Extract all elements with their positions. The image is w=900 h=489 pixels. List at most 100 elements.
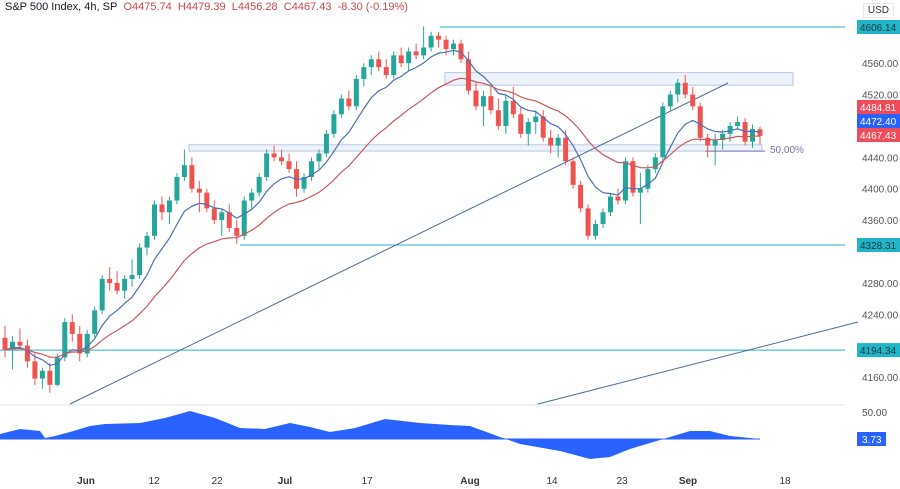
- candle: [383, 67, 389, 75]
- candle: [346, 98, 352, 107]
- candle: [436, 35, 442, 40]
- fast-ma-line: [4, 49, 761, 367]
- currency-label[interactable]: USD: [862, 3, 894, 18]
- candle: [473, 90, 479, 107]
- price-tag: [857, 20, 900, 34]
- horizontal-levels-layer: [0, 26, 845, 351]
- price-tag-label: 4606.14: [860, 23, 897, 34]
- price-tag: [857, 343, 900, 358]
- candle: [159, 204, 165, 213]
- price-tag-label: 4472.40: [860, 117, 897, 128]
- candle: [241, 200, 247, 236]
- time-tick: Jul: [278, 476, 293, 487]
- price-tag-label: 4467.43: [860, 131, 897, 142]
- candle: [630, 161, 636, 193]
- candle: [458, 43, 464, 60]
- candle: [9, 341, 15, 350]
- candle: [540, 116, 546, 138]
- low-value: L4456.28: [231, 1, 278, 13]
- candle: [525, 122, 531, 134]
- candle: [398, 55, 404, 64]
- trendlines-layer: [69, 82, 859, 405]
- candle: [495, 110, 501, 126]
- candle: [211, 208, 217, 221]
- candle: [338, 98, 344, 115]
- candle: [622, 161, 628, 201]
- candle: [667, 94, 673, 107]
- candle: [600, 212, 606, 225]
- candle: [114, 282, 120, 291]
- candle: [570, 161, 576, 185]
- price-tick: 4560.00: [862, 59, 899, 70]
- candle: [286, 161, 292, 170]
- candle: [480, 96, 486, 107]
- time-tick: 18: [779, 476, 791, 487]
- candle: [152, 204, 158, 236]
- time-tick: 22: [211, 476, 223, 487]
- trendline: [69, 82, 729, 405]
- time-tick: 17: [361, 476, 373, 487]
- time-axis: Jun 12 22 Jul 17 Aug 14 23 Sep 18: [77, 476, 791, 487]
- candle: [637, 188, 643, 193]
- candles-layer: [2, 26, 763, 393]
- price-tick: 4400.00: [862, 185, 899, 196]
- candle: [69, 322, 75, 334]
- candle: [645, 169, 651, 189]
- price-tags: 4606.14 4484.81 4472.40 4467.43 4328.31 4194.…: [857, 20, 900, 446]
- candle: [533, 116, 539, 123]
- candle: [361, 67, 367, 79]
- candle: [660, 106, 666, 158]
- candle: [62, 322, 68, 358]
- candle: [413, 51, 419, 56]
- price-tick: 4240.00: [862, 310, 899, 321]
- candle: [137, 247, 143, 276]
- moving-averages-layer: [4, 49, 761, 367]
- trendline: [537, 321, 859, 405]
- candle: [219, 212, 225, 221]
- candle: [204, 192, 210, 209]
- candle: [323, 133, 329, 154]
- change-value: -8.30 (-0.19%): [337, 1, 408, 13]
- candle: [129, 275, 135, 279]
- candle: [451, 43, 457, 50]
- candle: [518, 114, 524, 134]
- candle: [510, 100, 516, 115]
- candle: [615, 196, 621, 201]
- candle: [181, 165, 187, 177]
- candle: [271, 153, 277, 158]
- time-tick: 23: [616, 476, 628, 487]
- candle: [607, 196, 613, 213]
- candle: [593, 224, 599, 236]
- candle: [316, 153, 322, 162]
- candle: [279, 157, 285, 162]
- candle: [84, 333, 90, 354]
- fib-level-label: 50.00%: [770, 145, 804, 156]
- price-tick: 4160.00: [862, 373, 899, 384]
- candle: [465, 59, 471, 91]
- time-tick: Sep: [679, 476, 697, 487]
- price-tag: [857, 237, 900, 252]
- candle: [99, 278, 105, 311]
- oscillator-value-label: 3.73: [862, 435, 882, 446]
- candle: [368, 59, 374, 68]
- candle: [264, 153, 270, 177]
- candle: [301, 176, 307, 189]
- candle: [39, 370, 45, 379]
- candle: [406, 51, 412, 64]
- candle: [174, 176, 180, 201]
- candle: [503, 100, 509, 126]
- candle: [24, 345, 30, 362]
- price-tag-label: 4194.34: [860, 346, 897, 357]
- candle: [308, 161, 314, 177]
- oscillator-value-tag: [857, 432, 886, 446]
- candle: [697, 106, 703, 138]
- candle: [652, 157, 658, 170]
- price-axis-labels: 4560.00 4520.00 4440.00 4400.00 4360.00 4280.…: [862, 59, 899, 419]
- time-tick: Jun: [77, 476, 95, 487]
- price-tick: 4280.00: [862, 279, 899, 290]
- price-tag-label: 4484.81: [860, 103, 897, 114]
- zones-layer: [188, 72, 794, 152]
- symbol-title: S&P 500 Index, 4h, SP: [5, 1, 118, 13]
- candle: [2, 337, 8, 350]
